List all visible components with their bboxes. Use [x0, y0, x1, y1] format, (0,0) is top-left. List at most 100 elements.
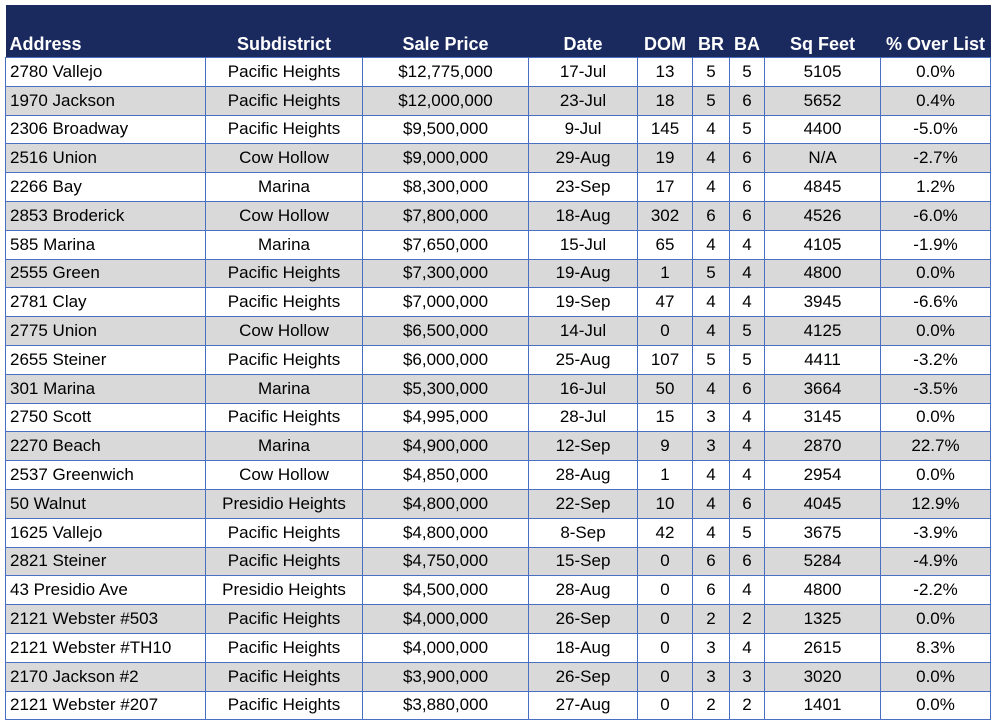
table-cell: 6 — [729, 200, 765, 231]
table-cell: -5.0% — [880, 114, 991, 145]
table-cell: 2821 Steiner — [5, 546, 206, 577]
table-cell: 2306 Broadway — [5, 114, 206, 145]
table-cell: 0.0% — [880, 316, 991, 346]
table-cell: 301 Marina — [5, 373, 206, 404]
table-cell: 4400 — [764, 114, 881, 145]
table-cell: $7,650,000 — [362, 229, 529, 260]
table-cell: $4,995,000 — [362, 402, 529, 433]
table-cell: 4 — [729, 575, 765, 606]
column-header: Sq Feet — [764, 5, 881, 58]
table-cell: 4105 — [764, 229, 881, 260]
table-cell: $12,775,000 — [362, 57, 529, 87]
table-cell: 0 — [637, 316, 693, 346]
table-cell: 12-Sep — [528, 431, 638, 462]
table-row: 2516 Union Cow Hollow $9,000,000 29-Aug 19 4 6… — [5, 143, 991, 174]
table-cell: 23-Sep — [528, 172, 638, 202]
column-header: Date — [528, 5, 638, 58]
table-cell: 19 — [637, 143, 693, 174]
table-cell: 13 — [637, 57, 693, 87]
table-cell: 2954 — [764, 460, 881, 490]
column-header: Sale Price — [362, 5, 529, 58]
table-cell: 42 — [637, 517, 693, 548]
table-cell: 6 — [692, 575, 730, 606]
table-cell: -2.2% — [880, 575, 991, 606]
table-cell: 0 — [637, 575, 693, 606]
table-cell: 19-Sep — [528, 287, 638, 318]
table-cell: 6 — [729, 172, 765, 202]
table-cell: 1 — [637, 460, 693, 490]
table-cell: Pacific Heights — [205, 517, 363, 548]
table-cell: 2 — [692, 690, 730, 721]
table-row: 2121 Webster #503 Pacific Heights $4,000,0… — [5, 604, 991, 634]
table-cell: Pacific Heights — [205, 632, 363, 663]
table-cell: 4526 — [764, 200, 881, 231]
table-cell: 2853 Broderick — [5, 200, 206, 231]
table-cell: 4125 — [764, 316, 881, 346]
table-row: 301 Marina Marina $5,300,000 16-Jul 50 4 6 3664… — [5, 373, 991, 404]
table-cell: $4,800,000 — [362, 517, 529, 548]
table-cell: $7,800,000 — [362, 200, 529, 231]
table-cell: 4 — [692, 114, 730, 145]
table-cell: 5 — [729, 316, 765, 346]
table-cell: 26-Sep — [528, 604, 638, 634]
table-cell: 4 — [692, 373, 730, 404]
table-cell: 4 — [692, 229, 730, 260]
table-cell: $7,300,000 — [362, 258, 529, 289]
table-cell: $4,500,000 — [362, 575, 529, 606]
table-cell: Pacific Heights — [205, 57, 363, 87]
table-row: 1970 Jackson Pacific Heights $12,000,000 23… — [5, 85, 991, 116]
table-cell: 1 — [637, 258, 693, 289]
column-header: DOM — [637, 5, 693, 58]
table-cell: 4 — [729, 402, 765, 433]
table-cell: $4,850,000 — [362, 460, 529, 490]
table-cell: 4 — [692, 172, 730, 202]
table-cell: 15-Sep — [528, 546, 638, 577]
table-cell: 0 — [637, 546, 693, 577]
table-cell: 3 — [692, 402, 730, 433]
table-cell: 25-Aug — [528, 344, 638, 375]
table-body: 2780 Vallejo Pacific Heights $12,775,000 17… — [5, 57, 991, 721]
table-cell: 2121 Webster #TH10 — [5, 632, 206, 663]
table-cell: 5105 — [764, 57, 881, 87]
table-cell: Pacific Heights — [205, 546, 363, 577]
table-cell: Marina — [205, 373, 363, 404]
table-cell: 3 — [692, 431, 730, 462]
table-cell: Pacific Heights — [205, 287, 363, 318]
table-cell: $3,900,000 — [362, 661, 529, 692]
table-cell: 2781 Clay — [5, 287, 206, 318]
table-cell: $4,900,000 — [362, 431, 529, 462]
table-row: 2655 Steiner Pacific Heights $6,000,000 25-… — [5, 344, 991, 375]
table-cell: 2121 Webster #207 — [5, 690, 206, 721]
table-row: 2121 Webster #TH10 Pacific Heights $4,000,… — [5, 632, 991, 663]
table-cell: 302 — [637, 200, 693, 231]
table-cell: 8.3% — [880, 632, 991, 663]
table-cell: $5,300,000 — [362, 373, 529, 404]
table-cell: 4 — [692, 316, 730, 346]
table-cell: -6.0% — [880, 200, 991, 231]
table-cell: $4,000,000 — [362, 632, 529, 663]
table-cell: 18 — [637, 85, 693, 116]
column-header: BA — [729, 5, 765, 58]
table-cell: 5 — [729, 114, 765, 145]
table-cell: 4 — [729, 632, 765, 663]
table-cell: 4800 — [764, 258, 881, 289]
table-cell: 1325 — [764, 604, 881, 634]
table-cell: 0 — [637, 661, 693, 692]
table-row: 2775 Union Cow Hollow $6,500,000 14-Jul 0 4 5 4… — [5, 316, 991, 346]
table-cell: 0.0% — [880, 258, 991, 289]
table-cell: 9 — [637, 431, 693, 462]
table-cell: $4,800,000 — [362, 488, 529, 519]
table-cell: 2170 Jackson #2 — [5, 661, 206, 692]
table-cell: $6,500,000 — [362, 316, 529, 346]
table-cell: 0.4% — [880, 85, 991, 116]
table-cell: 0 — [637, 604, 693, 634]
table-cell: 5284 — [764, 546, 881, 577]
table-cell: 19-Aug — [528, 258, 638, 289]
table-cell: 2655 Steiner — [5, 344, 206, 375]
table-cell: $7,000,000 — [362, 287, 529, 318]
table-cell: 29-Aug — [528, 143, 638, 174]
table-cell: Pacific Heights — [205, 114, 363, 145]
table-cell: Pacific Heights — [205, 604, 363, 634]
table-cell: 18-Aug — [528, 200, 638, 231]
